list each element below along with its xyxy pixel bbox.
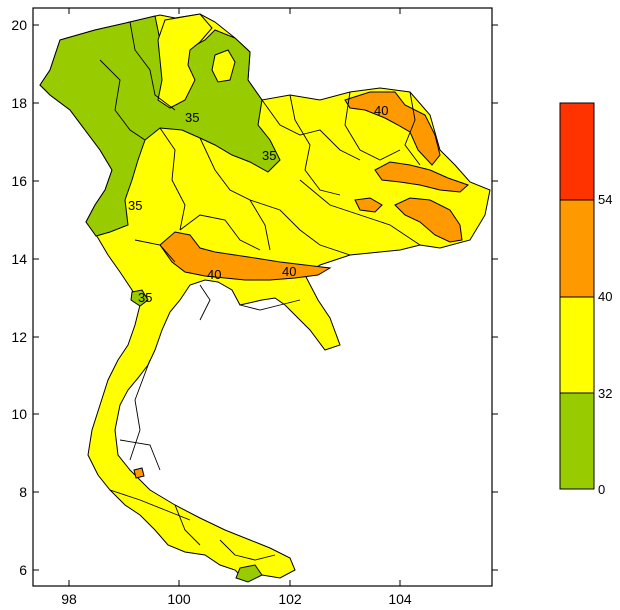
y-tick-label: 20 <box>11 17 27 33</box>
y-tick-label: 18 <box>11 95 27 111</box>
y-tick-label: 12 <box>11 329 27 345</box>
x-axis-ticks <box>68 8 401 586</box>
orange-zone-northeast <box>344 91 441 166</box>
land-region <box>39 13 491 581</box>
boundary-line <box>199 137 271 251</box>
boundary-line <box>129 21 176 111</box>
colorbar-label: 32 <box>598 386 612 401</box>
x-tick-label: 98 <box>61 591 77 607</box>
colorbar-band-0-32 <box>559 392 595 490</box>
contour-labels: 40 40 40 35 35 35 35 <box>128 103 388 305</box>
boundary-line <box>174 504 201 546</box>
y-tick-labels: 6 8 10 12 14 16 18 20 <box>11 17 27 578</box>
contour-label: 40 <box>207 267 221 282</box>
colorbar-band-40-54 <box>559 199 595 298</box>
colorbar-label: 54 <box>598 192 612 207</box>
boundary-line <box>159 127 186 231</box>
colorbar: 0 32 40 54 <box>559 102 612 497</box>
y-tick-label: 6 <box>19 562 27 578</box>
green-regions <box>39 13 281 583</box>
y-tick-label: 14 <box>11 251 27 267</box>
y-axis-ticks <box>33 24 498 571</box>
colorbar-band-54-plus <box>559 102 595 201</box>
orange-regions <box>133 91 469 479</box>
contour-label: 40 <box>374 103 388 118</box>
contour-label: 35 <box>262 148 276 163</box>
x-tick-labels: 98 100 102 104 <box>61 591 412 607</box>
green-patch-south <box>235 564 263 583</box>
green-patch-west <box>130 289 149 307</box>
boundary-line <box>239 299 301 311</box>
boundary-line <box>261 99 361 161</box>
contour-label: 35 <box>128 198 142 213</box>
boundary-line <box>119 439 161 471</box>
boundary-line <box>199 284 211 321</box>
x-tick-label: 102 <box>278 591 302 607</box>
orange-zone-mid-east <box>354 197 383 213</box>
boundary-line <box>99 59 146 141</box>
boundary-line <box>179 214 261 251</box>
y-tick-label: 16 <box>11 173 27 189</box>
orange-zone-central <box>159 231 332 281</box>
contour-label: 40 <box>282 264 296 279</box>
yellow-enclave-north <box>157 13 213 109</box>
x-tick-label: 100 <box>167 591 191 607</box>
y-tick-label: 10 <box>11 406 27 422</box>
boundary-line <box>289 94 341 196</box>
colorbar-label: 0 <box>598 482 605 497</box>
boundary-line <box>344 91 401 161</box>
boundary-line <box>129 359 151 461</box>
boundary-line <box>299 179 421 246</box>
contour-label: 35 <box>138 290 152 305</box>
colorbar-band-32-40 <box>559 296 595 394</box>
boundary-line <box>109 489 191 521</box>
orange-zone-southeast <box>394 197 463 243</box>
boundary-line <box>219 539 276 561</box>
boundary-line <box>249 199 351 256</box>
contour-label: 35 <box>185 110 199 125</box>
colorbar-label: 40 <box>598 289 612 304</box>
x-tick-label: 104 <box>388 591 412 607</box>
y-tick-label: 8 <box>19 484 27 500</box>
orange-zone-east <box>374 161 469 193</box>
map-frame <box>32 7 493 587</box>
boundary-line <box>404 91 421 166</box>
province-boundaries <box>99 21 421 561</box>
yellow-enclave-northeast <box>211 49 236 83</box>
thailand-landmass <box>39 13 491 581</box>
orange-dot-south <box>133 467 145 479</box>
boundary-line <box>134 239 176 263</box>
